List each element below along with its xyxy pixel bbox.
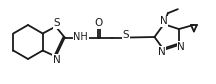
Text: N: N [177,42,185,52]
Text: N: N [53,55,61,65]
Text: N: N [160,16,168,26]
Text: NH: NH [73,33,88,43]
Text: S: S [53,18,60,28]
Text: O: O [95,18,103,28]
Text: N: N [158,47,166,57]
Text: S: S [122,30,129,40]
